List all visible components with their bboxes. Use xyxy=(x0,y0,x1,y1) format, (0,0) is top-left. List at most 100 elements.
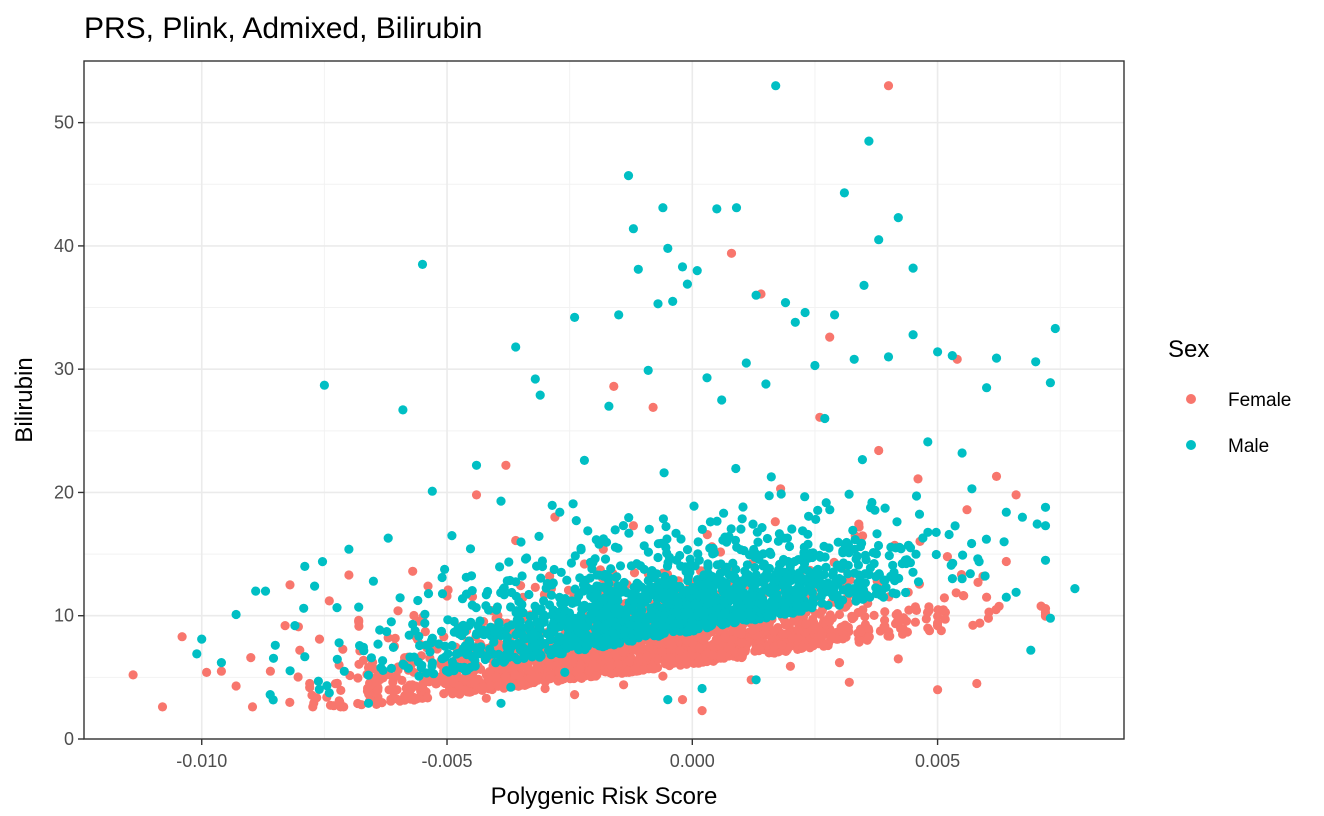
male-point xyxy=(661,580,671,590)
male-point xyxy=(808,594,819,604)
male-point xyxy=(404,630,414,640)
female-point xyxy=(411,694,421,704)
female-point xyxy=(982,592,992,602)
male-point xyxy=(546,645,556,655)
male-point xyxy=(958,550,968,560)
male-point xyxy=(513,638,523,648)
male-point xyxy=(593,620,603,630)
legend-title: Sex xyxy=(1168,336,1209,363)
male-point xyxy=(536,619,546,629)
male-point xyxy=(681,567,691,577)
male-point xyxy=(688,583,698,593)
male-point xyxy=(571,516,581,526)
male-point xyxy=(799,559,810,569)
male-point xyxy=(462,649,472,659)
female-point xyxy=(532,673,542,683)
male-point xyxy=(834,573,844,584)
female-point xyxy=(826,632,836,642)
male-point xyxy=(843,539,854,550)
male-point xyxy=(359,646,369,656)
male-point xyxy=(749,544,759,555)
male-point xyxy=(566,558,577,568)
male-point xyxy=(568,499,578,509)
legend-key-male xyxy=(1186,440,1196,450)
male-point xyxy=(957,448,967,458)
male-point xyxy=(378,665,388,676)
male-point xyxy=(764,563,775,574)
female-point xyxy=(353,673,363,683)
male-point xyxy=(562,575,572,585)
female-point xyxy=(707,649,717,660)
female-point xyxy=(717,649,727,659)
male-point xyxy=(737,514,747,524)
male-point xyxy=(449,616,459,627)
female-point xyxy=(612,651,622,661)
female-point xyxy=(921,614,931,624)
male-point xyxy=(737,603,747,613)
x-tick-label-3: 0.005 xyxy=(915,751,960,771)
female-point xyxy=(363,662,374,673)
male-point xyxy=(502,576,512,586)
female-point xyxy=(202,667,212,678)
male-point xyxy=(1045,378,1055,388)
female-point xyxy=(657,647,668,657)
female-point xyxy=(295,645,305,655)
male-point xyxy=(1011,587,1021,597)
male-point xyxy=(884,551,894,561)
male-point xyxy=(290,621,300,631)
female-point xyxy=(353,698,363,709)
male-point xyxy=(839,188,850,198)
male-point xyxy=(197,634,207,644)
male-point xyxy=(511,608,521,618)
male-point xyxy=(471,630,481,640)
male-point xyxy=(812,566,822,576)
male-point xyxy=(427,633,437,643)
male-point xyxy=(896,544,906,554)
male-point xyxy=(690,561,700,571)
male-point xyxy=(436,626,447,637)
x-tick-label-2: 0.000 xyxy=(670,751,715,771)
male-point xyxy=(851,584,862,594)
female-point xyxy=(825,332,835,342)
male-point xyxy=(530,374,540,384)
male-point xyxy=(860,550,871,560)
male-point xyxy=(610,525,620,535)
male-point xyxy=(849,354,859,364)
female-point xyxy=(884,627,894,637)
male-point xyxy=(816,592,826,602)
male-point xyxy=(732,542,742,552)
male-point xyxy=(324,688,334,698)
male-point xyxy=(547,500,557,510)
female-point xyxy=(658,671,668,681)
male-point xyxy=(877,585,887,595)
male-point xyxy=(560,667,570,678)
male-point xyxy=(676,534,686,544)
female-point xyxy=(493,681,503,691)
male-point xyxy=(813,505,823,515)
male-point xyxy=(697,524,707,535)
male-point xyxy=(1040,555,1051,565)
male-point xyxy=(383,533,393,543)
male-point xyxy=(382,627,392,637)
male-point xyxy=(844,588,854,598)
male-point xyxy=(437,589,448,599)
male-point xyxy=(947,574,958,584)
male-point xyxy=(868,548,879,558)
male-point xyxy=(886,542,896,552)
male-point xyxy=(653,552,663,563)
male-point xyxy=(496,496,506,506)
male-point xyxy=(980,571,990,581)
male-point xyxy=(556,567,566,578)
y-tick-label-4: 40 xyxy=(54,236,74,256)
male-point xyxy=(850,544,860,554)
male-point xyxy=(911,491,922,501)
female-point xyxy=(1040,604,1051,614)
female-point xyxy=(769,642,780,652)
female-point xyxy=(589,651,599,662)
y-tick-label-2: 20 xyxy=(54,482,74,502)
male-point xyxy=(923,527,933,537)
male-point xyxy=(216,658,226,668)
male-point xyxy=(653,299,663,309)
male-point xyxy=(513,628,523,638)
male-point xyxy=(776,489,786,499)
